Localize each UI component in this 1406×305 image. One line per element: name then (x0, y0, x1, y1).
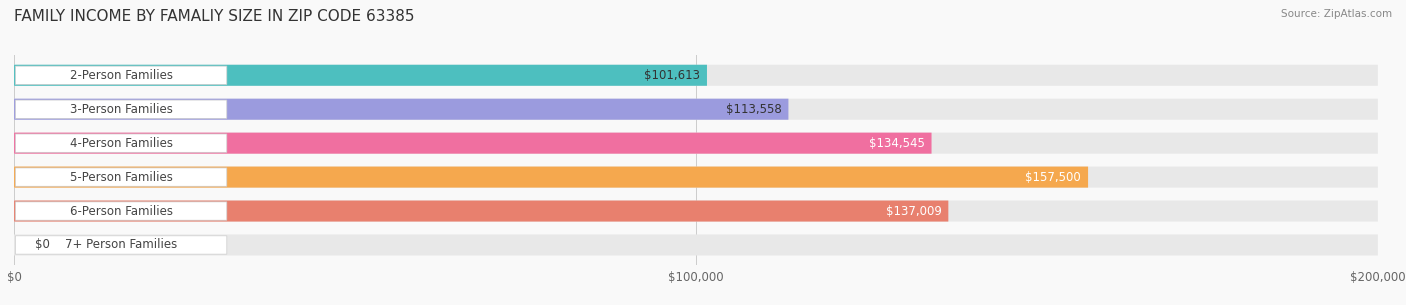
Text: 5-Person Families: 5-Person Families (70, 170, 173, 184)
Text: $101,613: $101,613 (644, 69, 700, 82)
FancyBboxPatch shape (14, 235, 1378, 256)
FancyBboxPatch shape (15, 100, 226, 118)
FancyBboxPatch shape (15, 168, 226, 186)
FancyBboxPatch shape (14, 99, 789, 120)
FancyBboxPatch shape (14, 133, 1378, 154)
Text: 2-Person Families: 2-Person Families (70, 69, 173, 82)
Text: $0: $0 (35, 239, 49, 252)
Text: $113,558: $113,558 (725, 103, 782, 116)
Text: 4-Person Families: 4-Person Families (70, 137, 173, 150)
Text: 6-Person Families: 6-Person Families (70, 205, 173, 217)
Text: $137,009: $137,009 (886, 205, 942, 217)
FancyBboxPatch shape (14, 167, 1378, 188)
Text: Source: ZipAtlas.com: Source: ZipAtlas.com (1281, 9, 1392, 19)
FancyBboxPatch shape (14, 200, 948, 221)
Text: FAMILY INCOME BY FAMALIY SIZE IN ZIP CODE 63385: FAMILY INCOME BY FAMALIY SIZE IN ZIP COD… (14, 9, 415, 24)
FancyBboxPatch shape (14, 167, 1088, 188)
FancyBboxPatch shape (15, 134, 226, 152)
Text: $134,545: $134,545 (869, 137, 925, 150)
FancyBboxPatch shape (14, 99, 1378, 120)
FancyBboxPatch shape (15, 236, 226, 254)
Text: $157,500: $157,500 (1025, 170, 1081, 184)
FancyBboxPatch shape (15, 202, 226, 220)
FancyBboxPatch shape (14, 65, 1378, 86)
Text: 3-Person Families: 3-Person Families (70, 103, 173, 116)
FancyBboxPatch shape (15, 66, 226, 84)
FancyBboxPatch shape (14, 200, 1378, 221)
FancyBboxPatch shape (14, 133, 932, 154)
FancyBboxPatch shape (14, 65, 707, 86)
Text: 7+ Person Families: 7+ Person Families (65, 239, 177, 252)
